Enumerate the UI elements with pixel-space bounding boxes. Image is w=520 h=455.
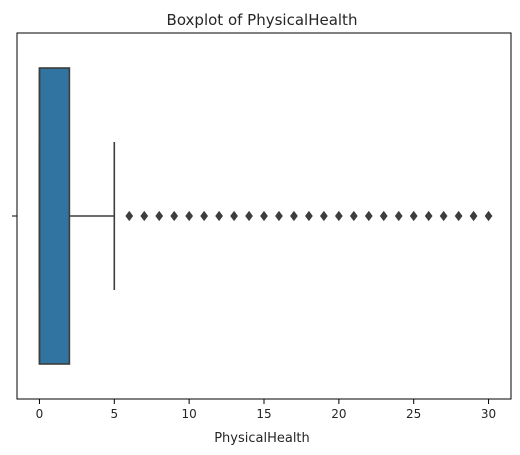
outlier-point: [140, 210, 149, 222]
x-tick-label: 15: [256, 407, 271, 421]
box-iqr: [38, 67, 71, 365]
outlier-point: [125, 210, 134, 222]
outlier-point: [290, 210, 298, 222]
outlier-point: [320, 210, 328, 222]
outlier-point: [454, 210, 463, 222]
outlier-point: [245, 210, 253, 222]
x-tick-label: 5: [110, 407, 118, 421]
outlier-point: [394, 210, 403, 222]
outlier-point: [170, 210, 179, 222]
chart-title: Boxplot of PhysicalHealth: [167, 11, 358, 29]
x-tick-label: 10: [182, 407, 197, 421]
outlier-point: [155, 210, 164, 222]
outlier-point: [424, 210, 433, 222]
x-tick-label: 20: [331, 407, 346, 421]
x-tick-label: 0: [36, 407, 44, 421]
outlier-point: [260, 210, 268, 222]
outlier-point: [484, 210, 493, 222]
outlier-point: [275, 210, 283, 222]
outlier-point: [364, 210, 373, 222]
outlier-point: [305, 210, 313, 222]
outlier-point: [349, 210, 358, 222]
outlier-point: [215, 210, 223, 222]
outlier-point: [379, 210, 388, 222]
outlier-point: [185, 210, 194, 222]
plot-area: [38, 67, 493, 365]
outlier-point: [230, 210, 238, 222]
outlier-point: [469, 210, 478, 222]
outlier-point: [334, 210, 343, 222]
x-axis-label: PhysicalHealth: [214, 431, 310, 446]
x-tick-label: 25: [406, 407, 421, 421]
outlier-point: [200, 210, 208, 222]
outlier-point: [439, 210, 448, 222]
x-axis: 0 5 10 15 20 25 30: [36, 399, 496, 421]
x-tick-label: 30: [481, 407, 496, 421]
outlier-point: [409, 210, 418, 222]
